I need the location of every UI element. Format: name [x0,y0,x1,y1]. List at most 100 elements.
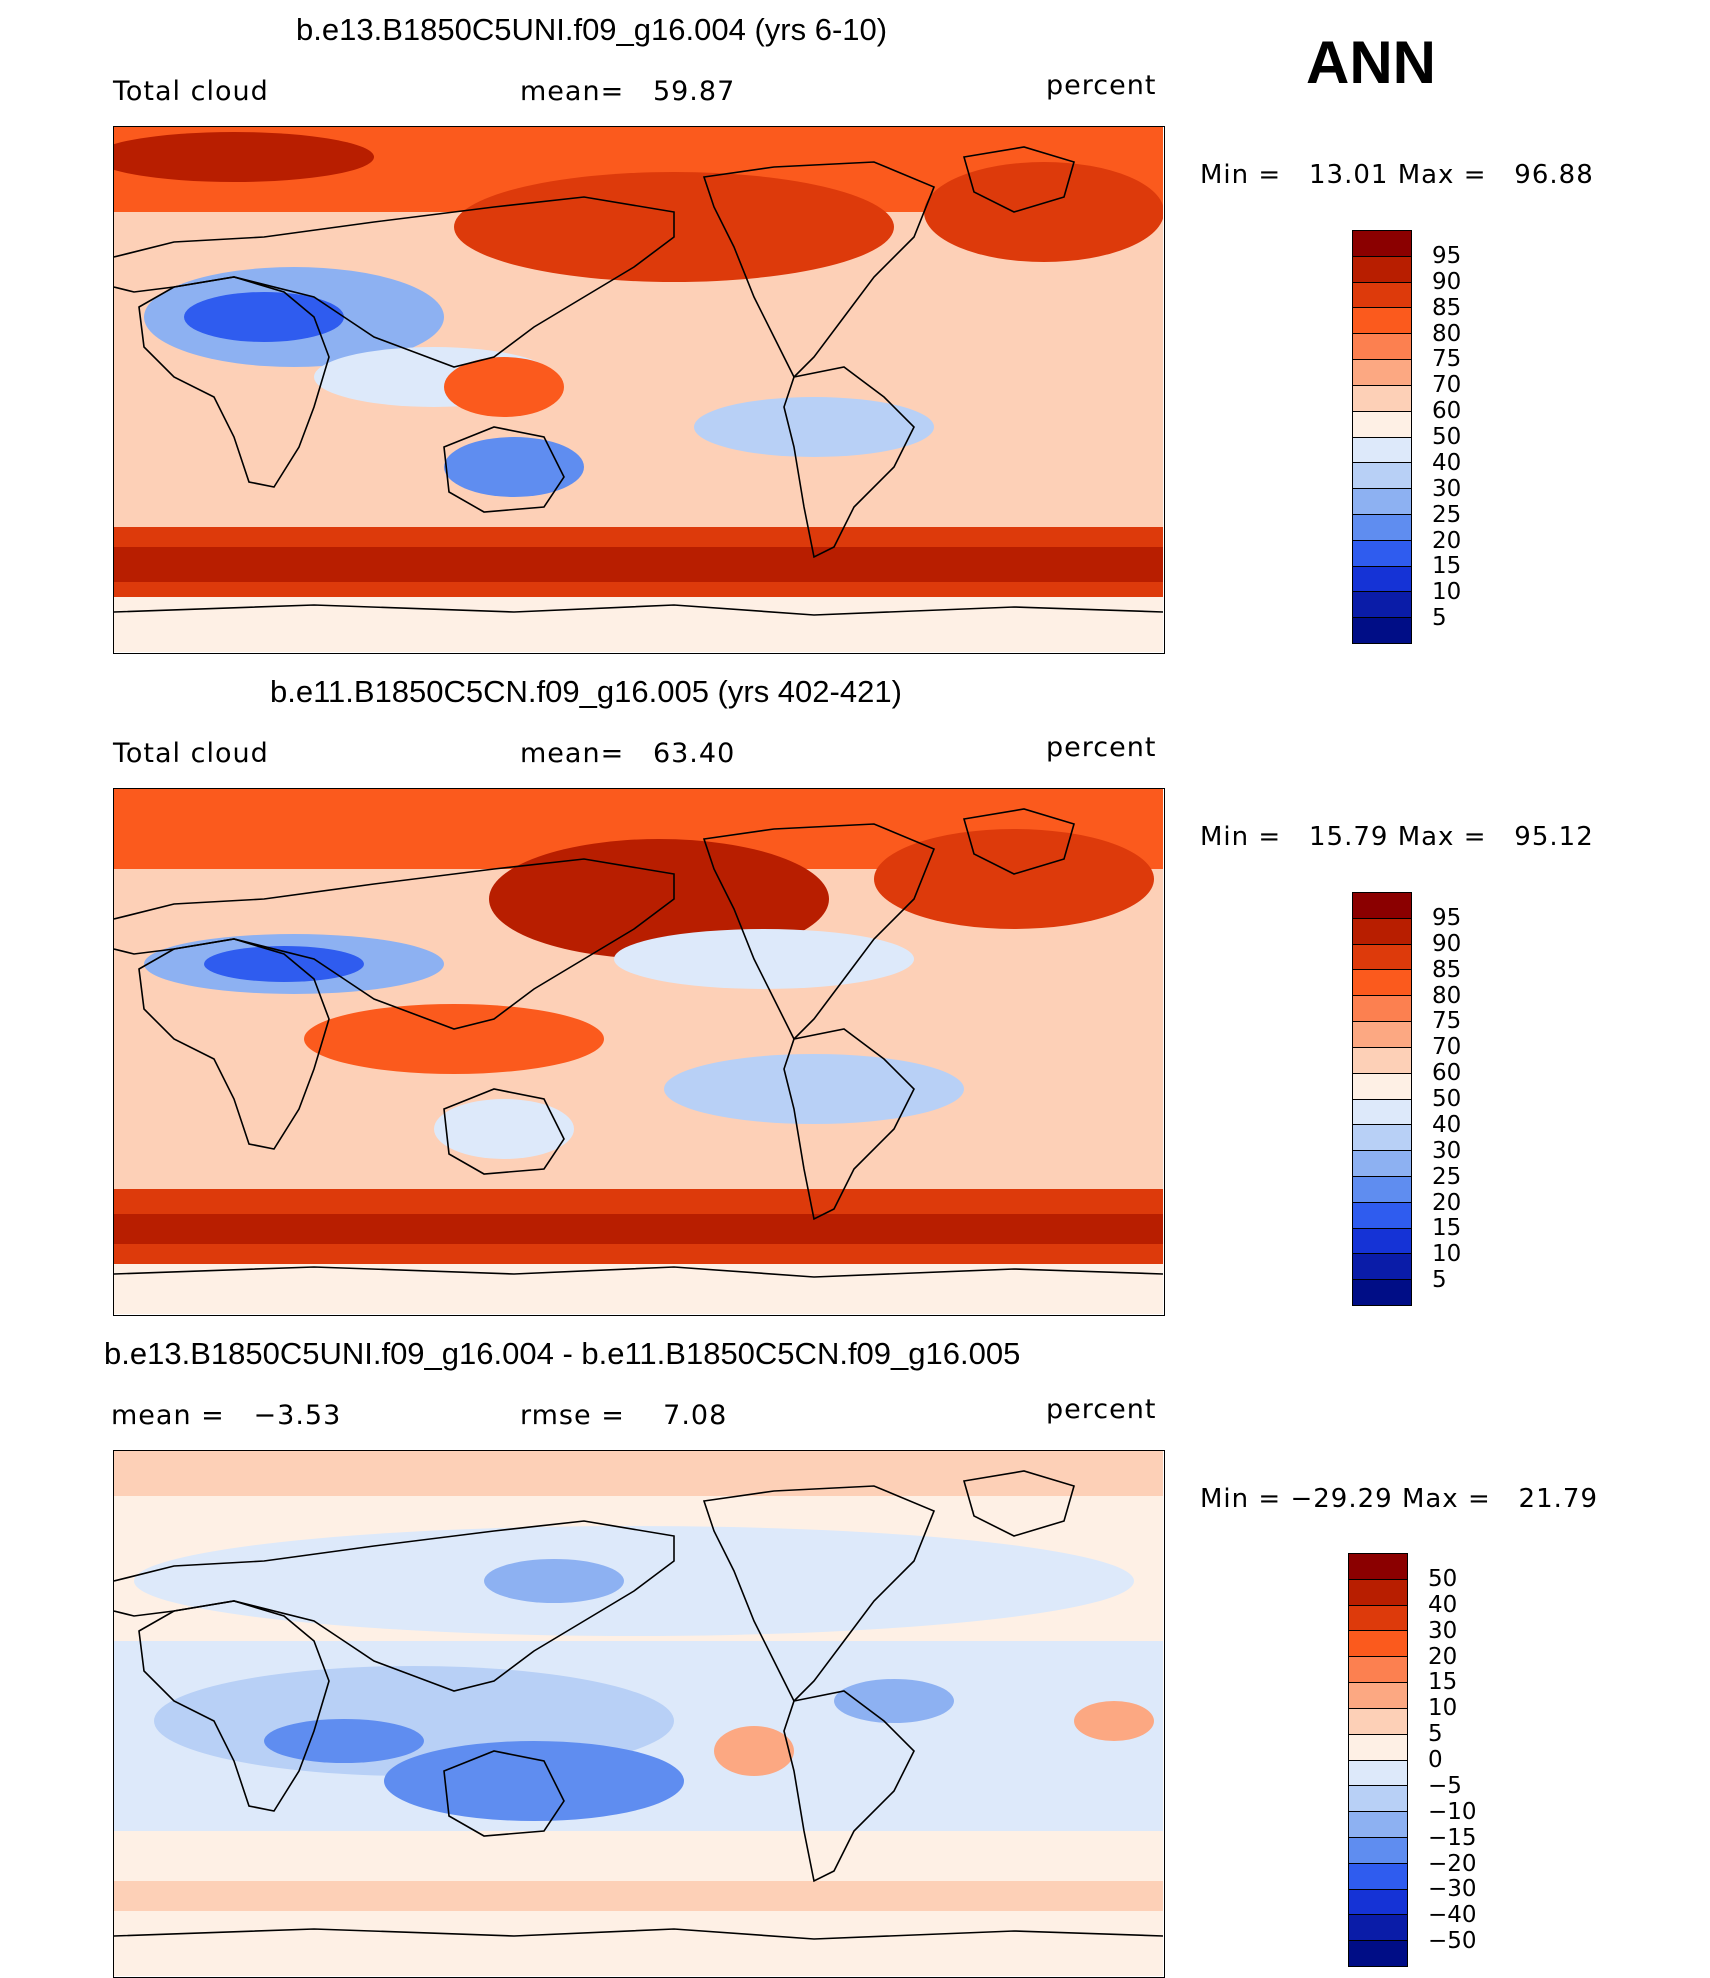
panel-1-title: b.e13.B1850C5UNI.f09_g16.004 (yrs 6-10) [296,12,888,47]
colorbar-level-label: 80 [1432,982,1462,1009]
indian-ocean-min [264,1719,424,1763]
panel-2-variable: Total cloud [113,738,269,769]
colorbar-level-label: 75 [1432,346,1462,373]
colorbar-swatch [1353,540,1411,567]
colorbar-swatch [1353,1125,1411,1152]
colorbar-swatch [1349,1760,1407,1787]
colorbar-level-label: −20 [1428,1850,1477,1877]
antarctica-outline [114,1266,1163,1278]
colorbar-swatch [1349,1863,1407,1890]
colorbar-swatch [1353,918,1411,945]
australia-clear-region [444,437,584,497]
colorbar-level-label: 95 [1432,904,1462,931]
maritime-continent-cloud [444,357,564,417]
colorbar-level-label: 85 [1432,294,1462,321]
panel-2-title: b.e11.B1850C5CN.f09_g16.005 (yrs 402-421… [270,674,902,709]
coastlines [114,808,1163,1278]
panel-1-max-value: 96.88 [1514,160,1594,190]
panel-2-min-value: 15.79 [1308,822,1389,852]
colorbar-swatch [1349,1837,1407,1864]
colorbar-level-label: 40 [1432,449,1462,476]
colorbar-level-label: 5 [1432,1267,1447,1294]
colorbar-swatch [1353,1099,1411,1126]
colorbar-level-label: 30 [1432,1137,1462,1164]
colorbar-level-label: 15 [1432,553,1462,580]
south-atlantic-positive [1074,1701,1154,1741]
south-america-outline [783,1028,915,1221]
colorbar-swatch [1349,1683,1407,1709]
colorbar-swatch [1353,334,1411,361]
panel-2-mean-label: mean= [520,738,625,769]
panel-2-colorbar-labels: 95 90 85 80 75 70 60 50 40 30 25 20 15 10 5 [1432,892,1512,1306]
colorbar-swatch [1353,944,1411,971]
panel-1-mean-value: 59.87 [652,76,736,107]
panel-3-min-label: Min = [1200,1484,1282,1514]
colorbar-level-label: 70 [1432,1034,1462,1061]
colorbar-swatch [1353,592,1411,619]
colorbar-swatch [1349,1889,1407,1916]
panel-1-max-label: Max = [1397,160,1487,190]
colorbar-swatch [1349,1554,1407,1580]
colorbar-level-label: 80 [1432,320,1462,347]
panel-2-minmax: Min = 15.79 Max = 95.12 [1200,822,1594,852]
africa-outline [138,1600,330,1812]
colorbar-swatch [1353,996,1411,1023]
greenland-outline [962,808,1075,875]
colorbar-level-label: 25 [1432,1163,1462,1190]
colorbar-level-label: 10 [1432,1241,1462,1268]
colorbar-level-label: 40 [1428,1591,1458,1618]
southern-ocean-positive [114,1881,1163,1911]
panel-1-variable: Total cloud [113,76,269,107]
antarctica-outline [114,1928,1163,1940]
panel-3-title: b.e13.B1850C5UNI.f09_g16.004 - b.e11.B18… [104,1336,1021,1371]
panel-3-mean-label: mean = [111,1400,225,1431]
colorbar-swatch [1353,1228,1411,1255]
colorbar-swatch [1353,231,1411,257]
panel-3-colorbar-labels: 50 40 30 20 15 10 5 0 −5 −10 −15 −20 −30 −40 −50 [1428,1553,1508,1967]
colorbar-swatch [1349,1734,1407,1761]
greenland-outline [962,146,1075,213]
africa-outline [138,938,330,1150]
colorbar-swatch [1353,308,1411,335]
panel-3-mean-value: −3.53 [253,1400,342,1431]
arctic-max [114,132,374,182]
panel-2-map [113,788,1165,1316]
panel-1-mean: mean= 59.87 [520,76,735,107]
south-pacific-clear-region [694,397,934,457]
colorbar-level-label: 50 [1432,424,1462,450]
north-atlantic-storm-track [924,162,1163,262]
panel-1-colorbar [1352,230,1412,644]
colorbar-swatch [1349,1915,1407,1942]
colorbar-level-label: 90 [1432,268,1462,295]
panel-3-map [113,1450,1165,1978]
southern-ocean-max [114,1214,1163,1244]
colorbar-level-label: 90 [1432,930,1462,957]
north-america-outline [702,823,936,1041]
antarctica-region [114,597,1163,652]
colorbar-swatch [1353,566,1411,593]
panel-1-minmax: Min = 13.01 Max = 96.88 [1200,160,1594,190]
colorbar-swatch [1353,1202,1411,1229]
panel-2-max-label: Max = [1397,822,1487,852]
colorbar-swatch [1353,1151,1411,1177]
colorbar-level-label: 15 [1428,1669,1458,1696]
australia-negative [384,1741,684,1821]
north-atlantic-storm-track [874,829,1154,929]
amazon-negative [834,1679,954,1723]
africa-outline [138,276,330,488]
panel-2-map-svg [114,789,1163,1314]
colorbar-swatch [1353,437,1411,464]
colorbar-level-label: 20 [1432,1189,1462,1216]
colorbar-level-label: 20 [1428,1643,1458,1670]
colorbar-level-label: 60 [1432,1060,1462,1087]
colorbar-swatch [1353,282,1411,309]
colorbar-swatch [1353,1176,1411,1203]
coastlines [114,146,1163,616]
panel-1-map [113,126,1165,654]
colorbar-swatch [1353,256,1411,283]
north-pacific-clear-region [614,929,914,989]
panel-3-rmse: rmse = 7.08 [520,1400,727,1431]
south-pacific-positive [714,1726,794,1776]
colorbar-level-label: −50 [1428,1928,1477,1955]
panel-3-min-value: −29.29 [1290,1484,1393,1514]
